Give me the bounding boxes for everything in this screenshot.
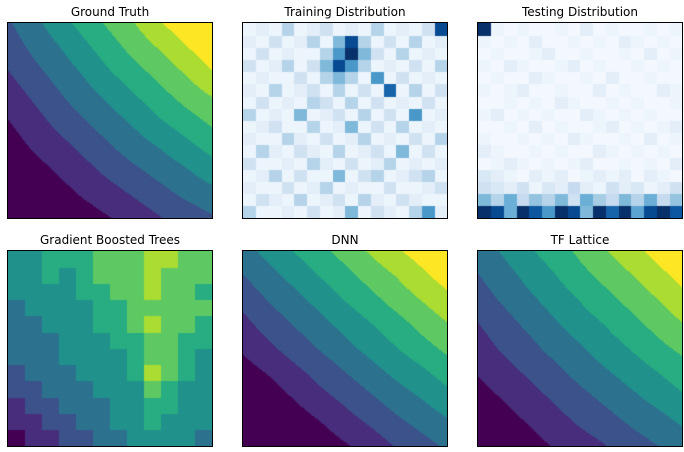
subplot-title-testing-distribution: Testing Distribution — [521, 5, 638, 19]
dnn-plot — [242, 250, 448, 447]
subplot-testing-distribution: Testing Distribution — [477, 4, 683, 219]
tf-lattice-plot — [477, 250, 683, 447]
subplot-title-training-distribution: Training Distribution — [284, 5, 406, 19]
subplot-title-dnn: DNN — [331, 233, 359, 247]
subplot-training-distribution: Training Distribution — [242, 4, 448, 219]
testing-distribution-plot — [477, 22, 683, 219]
subplot-title-ground-truth: Ground Truth — [70, 5, 150, 19]
gradient-boosted-trees-plot — [7, 250, 213, 447]
training-distribution-plot — [242, 22, 448, 219]
ground-truth-plot — [7, 22, 213, 219]
subplot-title-tf-lattice: TF Lattice — [550, 233, 610, 247]
subplot-title-gradient-boosted-trees: Gradient Boosted Trees — [40, 233, 180, 247]
subplot-dnn: DNN — [242, 232, 448, 447]
subplot-ground-truth: Ground Truth — [7, 4, 213, 219]
subplot-tf-lattice: TF Lattice — [477, 232, 683, 447]
subplot-gradient-boosted-trees: Gradient Boosted Trees — [7, 232, 213, 447]
